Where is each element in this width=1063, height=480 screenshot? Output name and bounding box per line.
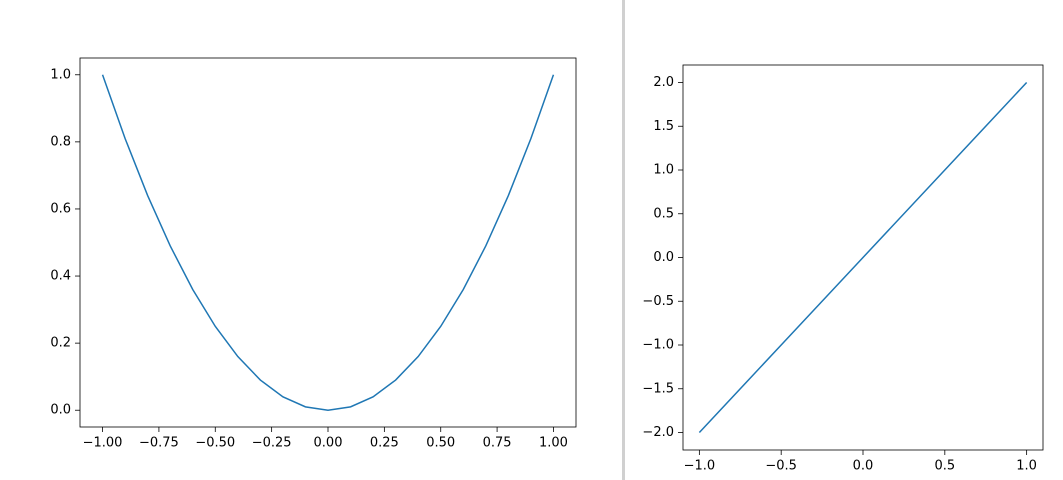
y-tick-label: 0.4 <box>50 269 71 284</box>
x-tick-label: −0.50 <box>195 436 235 451</box>
x-tick-label: −0.5 <box>765 459 797 474</box>
x-tick-label: −0.75 <box>139 436 179 451</box>
y-tick-label: 0.8 <box>50 134 71 149</box>
y-tick-label: −1.0 <box>642 338 674 353</box>
x-tick-label: 0.25 <box>370 436 399 451</box>
window-divider <box>622 0 625 480</box>
x-tick-label: 1.0 <box>1016 459 1037 474</box>
y-tick-label: −1.5 <box>642 381 674 396</box>
y-tick-label: 0.5 <box>653 206 674 221</box>
y-tick-label: 0.0 <box>50 403 71 418</box>
y-tick-label: 0.0 <box>653 250 674 265</box>
data-line <box>698 81 1028 434</box>
y-tick-label: 0.2 <box>50 336 71 351</box>
x-tick-label: 0.0 <box>853 459 874 474</box>
x-tick-label: −1.0 <box>684 459 716 474</box>
data-line <box>101 74 555 411</box>
x-tick-label: 0.00 <box>314 436 343 451</box>
y-tick-label: 1.5 <box>653 119 674 134</box>
y-tick-label: 1.0 <box>653 163 674 178</box>
y-tick-label: −0.5 <box>642 294 674 309</box>
x-tick-label: −1.00 <box>83 436 123 451</box>
y-tick-label: 1.0 <box>50 67 71 82</box>
y-tick-label: 2.0 <box>653 75 674 90</box>
y-tick-label: 0.6 <box>50 201 71 216</box>
x-tick-label: 1.00 <box>539 436 568 451</box>
x-tick-label: −0.25 <box>252 436 292 451</box>
x-tick-label: 0.5 <box>934 459 955 474</box>
x-tick-label: 0.50 <box>426 436 455 451</box>
y-tick-label: −2.0 <box>642 425 674 440</box>
x-tick-label: 0.75 <box>483 436 512 451</box>
